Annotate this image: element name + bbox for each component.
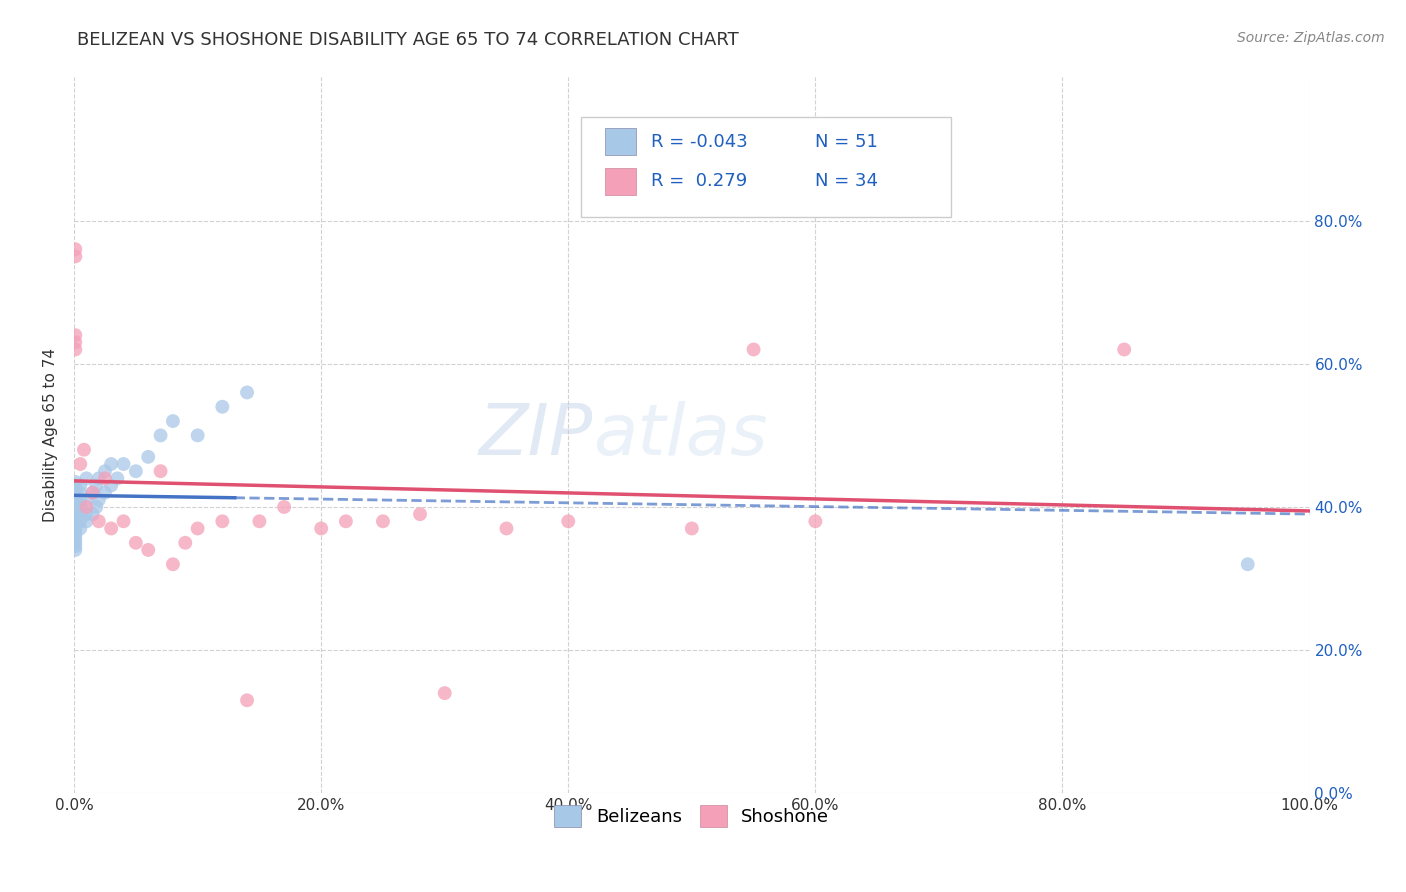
Point	[69, 500, 91, 514]
Point	[65, 328, 87, 343]
Point	[65, 478, 87, 492]
Point	[73, 442, 96, 457]
Point	[65, 507, 87, 521]
Point	[100, 457, 122, 471]
Point	[75, 500, 97, 514]
Point	[495, 521, 517, 535]
Point	[87, 471, 110, 485]
Text: atlas: atlas	[593, 401, 768, 470]
Point	[136, 543, 159, 558]
Point	[136, 450, 159, 464]
Point	[65, 543, 87, 558]
Point	[94, 471, 117, 485]
Point	[65, 528, 87, 542]
Point	[65, 532, 87, 546]
Point	[557, 514, 579, 528]
Point	[409, 507, 432, 521]
Point	[69, 521, 91, 535]
Text: R =  0.279: R = 0.279	[651, 172, 747, 190]
Point	[112, 457, 135, 471]
Point	[112, 514, 135, 528]
Point	[69, 478, 91, 492]
Point	[65, 524, 87, 539]
Point	[100, 478, 122, 492]
Text: N = 51: N = 51	[815, 133, 879, 151]
FancyBboxPatch shape	[606, 128, 636, 155]
Point	[94, 485, 117, 500]
Text: R = -0.043: R = -0.043	[651, 133, 748, 151]
Point	[433, 686, 456, 700]
Point	[149, 428, 172, 442]
Y-axis label: Disability Age 65 to 74: Disability Age 65 to 74	[44, 349, 58, 523]
Point	[65, 343, 87, 357]
Point	[65, 335, 87, 350]
Point	[65, 535, 87, 549]
Point	[804, 514, 827, 528]
Point	[82, 507, 104, 521]
FancyBboxPatch shape	[606, 168, 636, 194]
Point	[371, 514, 394, 528]
Point	[87, 492, 110, 507]
Point	[87, 514, 110, 528]
Point	[75, 492, 97, 507]
Point	[86, 478, 108, 492]
Point	[65, 503, 87, 517]
Point	[211, 514, 233, 528]
Point	[65, 540, 87, 554]
Point	[247, 514, 270, 528]
Point	[236, 385, 259, 400]
Point	[65, 492, 87, 507]
Text: N = 34: N = 34	[815, 172, 879, 190]
Point	[75, 471, 97, 485]
Point	[125, 464, 148, 478]
Point	[82, 485, 104, 500]
Point	[65, 242, 87, 256]
Point	[681, 521, 703, 535]
Text: Source: ZipAtlas.com: Source: ZipAtlas.com	[1237, 31, 1385, 45]
Point	[65, 249, 87, 263]
Point	[236, 693, 259, 707]
Point	[105, 471, 128, 485]
Point	[211, 400, 233, 414]
Point	[65, 510, 87, 524]
Point	[65, 475, 87, 489]
Text: BELIZEAN VS SHOSHONE DISABILITY AGE 65 TO 74 CORRELATION CHART: BELIZEAN VS SHOSHONE DISABILITY AGE 65 T…	[77, 31, 740, 49]
Legend: Belizeans, Shoshone: Belizeans, Shoshone	[547, 798, 837, 834]
Point	[174, 535, 197, 549]
Point	[65, 489, 87, 503]
Point	[65, 485, 87, 500]
Point	[309, 521, 332, 535]
Point	[82, 485, 104, 500]
Point	[65, 517, 87, 532]
Point	[149, 464, 172, 478]
Point	[187, 521, 209, 535]
Point	[94, 464, 117, 478]
Point	[65, 521, 87, 535]
Point	[65, 496, 87, 510]
Point	[1236, 558, 1258, 572]
Point	[69, 457, 91, 471]
Point	[335, 514, 357, 528]
Point	[162, 414, 184, 428]
Text: ZIP: ZIP	[478, 401, 593, 470]
Point	[742, 343, 765, 357]
Point	[75, 507, 97, 521]
Point	[75, 514, 97, 528]
Point	[187, 428, 209, 442]
Point	[1114, 343, 1136, 357]
Point	[86, 500, 108, 514]
Point	[65, 482, 87, 496]
Point	[162, 558, 184, 572]
Point	[65, 514, 87, 528]
Point	[69, 507, 91, 521]
Point	[125, 535, 148, 549]
Point	[69, 485, 91, 500]
Point	[273, 500, 295, 514]
Point	[65, 500, 87, 514]
Point	[100, 521, 122, 535]
Point	[69, 492, 91, 507]
FancyBboxPatch shape	[581, 117, 952, 217]
Point	[69, 514, 91, 528]
